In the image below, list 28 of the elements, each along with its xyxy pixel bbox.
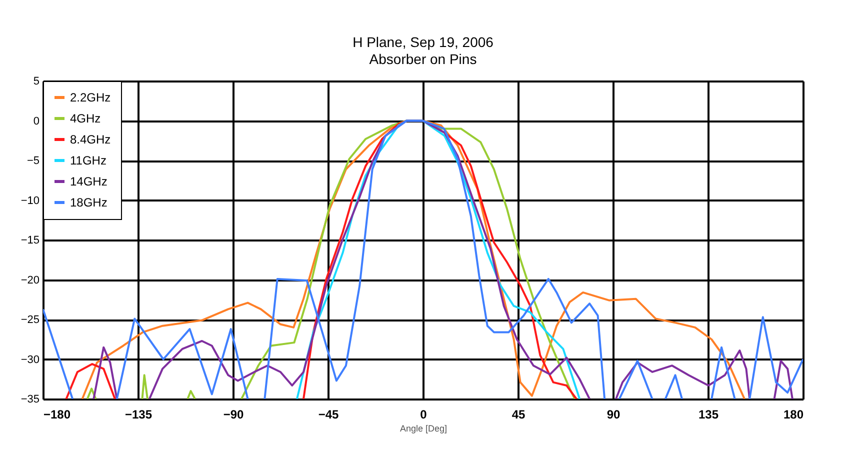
y-tick-label: −15 xyxy=(20,234,40,246)
x-tick-label: 0 xyxy=(420,408,428,422)
y-tick-label: −25 xyxy=(20,314,40,326)
x-tick-label: 180 xyxy=(783,408,804,422)
x-tick-label: 45 xyxy=(512,408,526,422)
y-tick-label: −10 xyxy=(20,194,40,207)
line-series xyxy=(296,120,581,399)
chart-subtitle: Absorber on Pins xyxy=(369,51,477,67)
x-tick-label: −90 xyxy=(223,408,244,422)
legend-label: 11GHz xyxy=(70,154,106,168)
y-tick-label: −30 xyxy=(20,354,40,366)
legend-label: 4GHz xyxy=(70,112,101,126)
y-tick-label: −5 xyxy=(26,155,40,167)
y-tick-label: −35 xyxy=(20,394,40,406)
x-tick-label: 90 xyxy=(606,408,620,422)
x-tick-label: 135 xyxy=(698,408,719,422)
x-tick-label: −135 xyxy=(124,408,152,422)
x-tick-label: −45 xyxy=(318,408,339,422)
y-tick-label: −20 xyxy=(20,274,40,286)
x-axis-title: Angle [Deg] xyxy=(400,424,448,434)
chart-title: H Plane, Sep 19, 2006 xyxy=(352,34,494,50)
y-tick-label: 5 xyxy=(33,76,40,88)
legend-label: 8.4GHz xyxy=(70,132,111,146)
legend-label: 18GHz xyxy=(70,196,108,210)
legend-label: 14GHz xyxy=(70,174,108,188)
y-tick-label: 0 xyxy=(33,115,40,128)
x-tick-label: −180 xyxy=(44,408,71,422)
legend-label: 2.2GHz xyxy=(70,90,111,104)
